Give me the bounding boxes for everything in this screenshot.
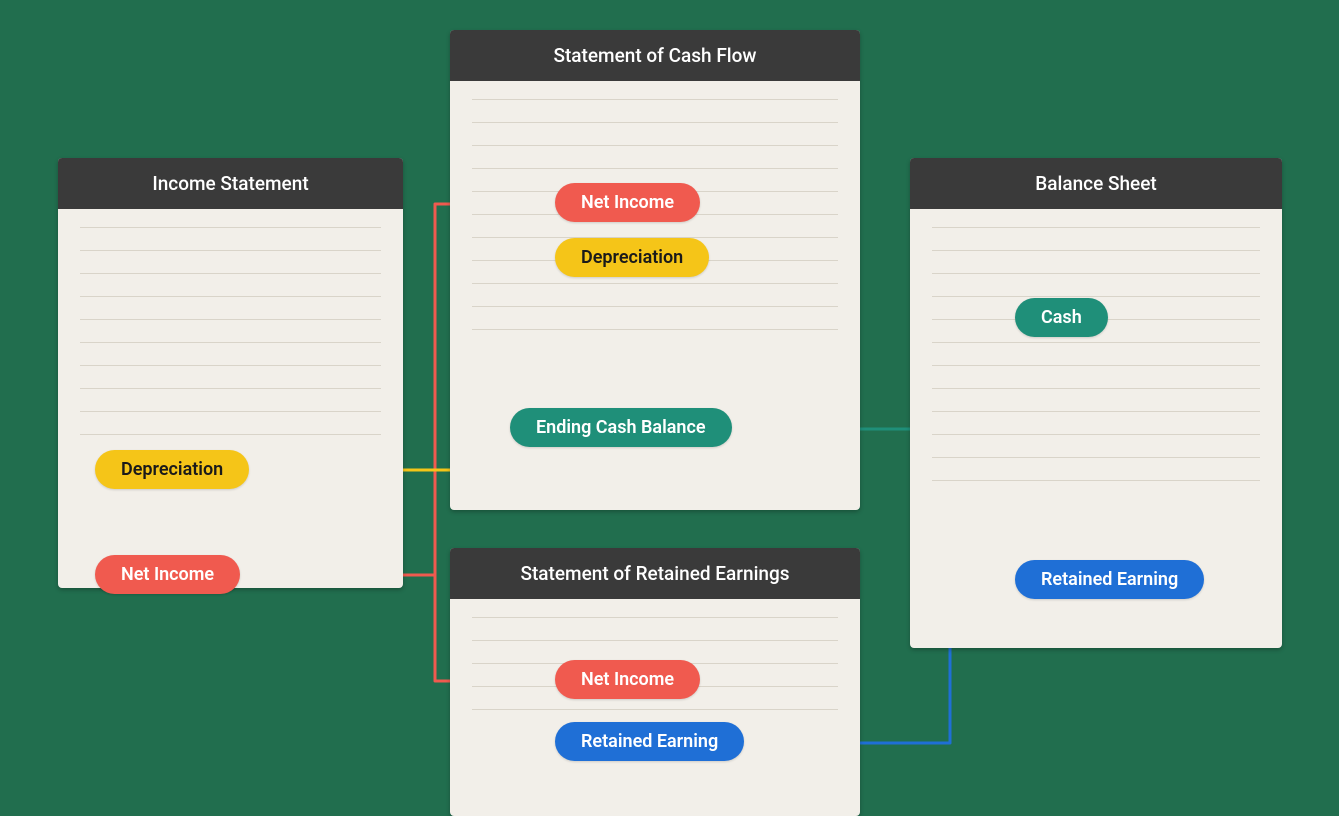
card-income-statement: Income Statement	[58, 158, 403, 588]
rule-line	[932, 250, 1260, 251]
diagram-stage: Income Statement Statement of Cash Flow …	[0, 0, 1339, 816]
card-body	[910, 209, 1282, 525]
rule-line	[80, 227, 381, 228]
rule-line	[80, 434, 381, 435]
pill-net-income: Net Income	[555, 660, 700, 699]
rule-line	[472, 329, 838, 330]
pill-retained-earning: Retained Earning	[1015, 560, 1204, 599]
rule-line	[472, 145, 838, 146]
rule-line	[932, 457, 1260, 458]
rule-line	[80, 250, 381, 251]
pill-depreciation: Depreciation	[95, 450, 249, 489]
rule-line	[80, 273, 381, 274]
pill-net-income: Net Income	[555, 183, 700, 222]
pill-cash: Cash	[1015, 298, 1108, 337]
rule-line	[932, 365, 1260, 366]
rule-line	[80, 411, 381, 412]
rule-line	[932, 434, 1260, 435]
rule-line	[932, 480, 1260, 481]
pill-retained-earning: Retained Earning	[555, 722, 744, 761]
rule-line	[932, 227, 1260, 228]
rule-line	[932, 296, 1260, 297]
rule-line	[80, 365, 381, 366]
card-body	[58, 209, 403, 479]
rule-line	[80, 319, 381, 320]
pill-ending-cash: Ending Cash Balance	[510, 408, 732, 447]
rule-line	[932, 411, 1260, 412]
rule-line	[472, 306, 838, 307]
pill-depreciation: Depreciation	[555, 238, 709, 277]
rule-line	[932, 388, 1260, 389]
card-header: Statement of Cash Flow	[450, 30, 860, 81]
rule-line	[80, 296, 381, 297]
rule-line	[932, 342, 1260, 343]
rule-line	[472, 99, 838, 100]
rule-line	[472, 168, 838, 169]
rule-line	[80, 342, 381, 343]
card-header: Balance Sheet	[910, 158, 1282, 209]
rule-line	[472, 709, 838, 710]
rule-line	[472, 122, 838, 123]
rule-line	[472, 640, 838, 641]
rule-line	[932, 273, 1260, 274]
pill-net-income: Net Income	[95, 555, 240, 594]
card-header: Income Statement	[58, 158, 403, 209]
rule-line	[472, 283, 838, 284]
rule-line	[472, 617, 838, 618]
card-body	[450, 81, 860, 374]
card-header: Statement of Retained Earnings	[450, 548, 860, 599]
rule-line	[80, 388, 381, 389]
